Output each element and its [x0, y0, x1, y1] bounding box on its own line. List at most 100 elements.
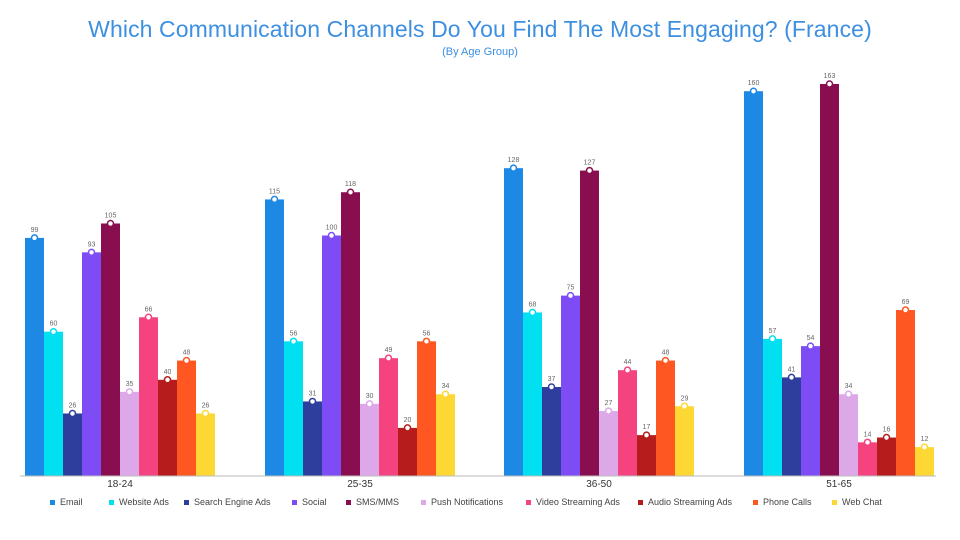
bar-marker: [547, 383, 556, 391]
legend-swatch: [292, 500, 297, 505]
data-label: 40: [164, 369, 172, 376]
bar-25-35-1: [284, 341, 303, 476]
category-labels: 18-24 25-35 36-50 51-65: [107, 479, 852, 490]
data-label: 27: [605, 400, 613, 407]
data-label: 26: [202, 402, 210, 409]
legend-label: Email: [60, 497, 83, 507]
bar-marker: [308, 397, 317, 406]
bar-marker: [182, 356, 191, 365]
bar-marker: [749, 87, 758, 95]
bar-marker: [201, 409, 210, 418]
data-label: 75: [567, 285, 575, 292]
data-label: 163: [824, 73, 836, 80]
data-label: 68: [529, 301, 537, 308]
data-label: 57: [769, 328, 777, 335]
data-label: 20: [404, 417, 412, 424]
bar-marker: [585, 166, 594, 175]
bar-36-50-4: [580, 170, 599, 476]
bar-marker: [901, 306, 910, 314]
category-label: 51-65: [826, 479, 852, 490]
data-label: 26: [69, 402, 77, 409]
data-label: 31: [309, 390, 317, 397]
bar-51-65-2: [782, 377, 801, 476]
bar-marker: [604, 407, 613, 415]
bar-marker: [768, 335, 777, 343]
bar-marker: [87, 248, 96, 257]
data-label: 48: [183, 350, 191, 357]
data-label: 105: [105, 212, 117, 219]
bar-18-24-8: [177, 360, 196, 476]
bar-18-24-7: [158, 379, 177, 476]
category-label: 25-35: [347, 479, 373, 490]
data-label: 35: [126, 381, 134, 388]
data-label: 160: [748, 80, 760, 87]
bar-marker: [661, 356, 670, 365]
data-label: 54: [807, 335, 815, 342]
legend-label: Audio Streaming Ads: [648, 497, 733, 507]
data-label: 44: [624, 359, 632, 366]
data-label: 30: [366, 393, 374, 400]
legend-swatch: [832, 500, 837, 505]
data-label: 118: [345, 181, 356, 188]
bar-marker: [106, 219, 115, 228]
bar-25-35-7: [398, 427, 417, 476]
bar-36-50-1: [523, 312, 542, 476]
bars-layer: 99 60 26 93 105 35 66 40 48 26 115 56 31 100 118 30 49 20…: [25, 73, 934, 476]
bar-25-35-0: [265, 199, 284, 476]
data-label: 66: [145, 306, 153, 313]
bar-marker: [125, 388, 134, 396]
data-label: 69: [902, 299, 910, 306]
bar-18-24-2: [63, 413, 82, 476]
legend-label: Website Ads: [119, 497, 169, 507]
category-label: 18-24: [107, 479, 133, 490]
legend-swatch: [526, 500, 531, 505]
data-label: 12: [921, 436, 929, 443]
bar-marker: [528, 308, 537, 317]
bar-25-35-5: [360, 403, 379, 476]
data-label: 56: [423, 330, 431, 337]
legend-swatch: [109, 500, 114, 505]
bar-25-35-3: [322, 235, 341, 476]
legend-swatch: [421, 500, 426, 505]
bar-marker: [327, 231, 336, 240]
bar-18-24-9: [196, 413, 215, 476]
bar-51-65-6: [858, 442, 877, 476]
bar-18-24-0: [25, 237, 44, 476]
bar-marker: [289, 337, 298, 346]
bar-18-24-5: [120, 391, 139, 476]
bar-18-24-6: [139, 317, 158, 476]
bar-36-50-6: [618, 370, 637, 476]
legend-label: Social: [302, 497, 327, 507]
data-label: 93: [88, 241, 96, 248]
data-label: 127: [584, 160, 596, 167]
bar-18-24-4: [101, 223, 120, 476]
bar-36-50-2: [542, 387, 561, 476]
bar-marker: [270, 195, 279, 204]
bar-51-65-4: [820, 84, 839, 476]
bar-25-35-4: [341, 192, 360, 476]
data-label: 128: [508, 157, 520, 164]
bar-51-65-9: [915, 447, 934, 476]
bar-marker: [863, 438, 872, 447]
bar-51-65-8: [896, 310, 915, 476]
chart-title: Which Communication Channels Do You Find…: [88, 16, 872, 42]
data-label: 60: [50, 321, 58, 328]
bar-marker: [844, 390, 853, 398]
bar-36-50-3: [561, 295, 580, 476]
legend-swatch: [346, 500, 351, 505]
data-label: 99: [31, 227, 39, 234]
bar-marker: [30, 234, 39, 242]
data-label: 14: [864, 431, 872, 438]
chart-subtitle: (By Age Group): [442, 46, 518, 58]
legend-label: Video Streaming Ads: [536, 497, 620, 507]
bar-25-35-8: [417, 341, 436, 476]
bar-51-65-0: [744, 91, 763, 476]
legend-swatch: [753, 500, 758, 505]
legend-label: Search Engine Ads: [194, 497, 271, 507]
bar-marker: [403, 424, 412, 432]
bar-marker: [384, 354, 393, 362]
data-label: 56: [290, 330, 298, 337]
bar-25-35-9: [436, 394, 455, 476]
bar-36-50-9: [675, 406, 694, 476]
